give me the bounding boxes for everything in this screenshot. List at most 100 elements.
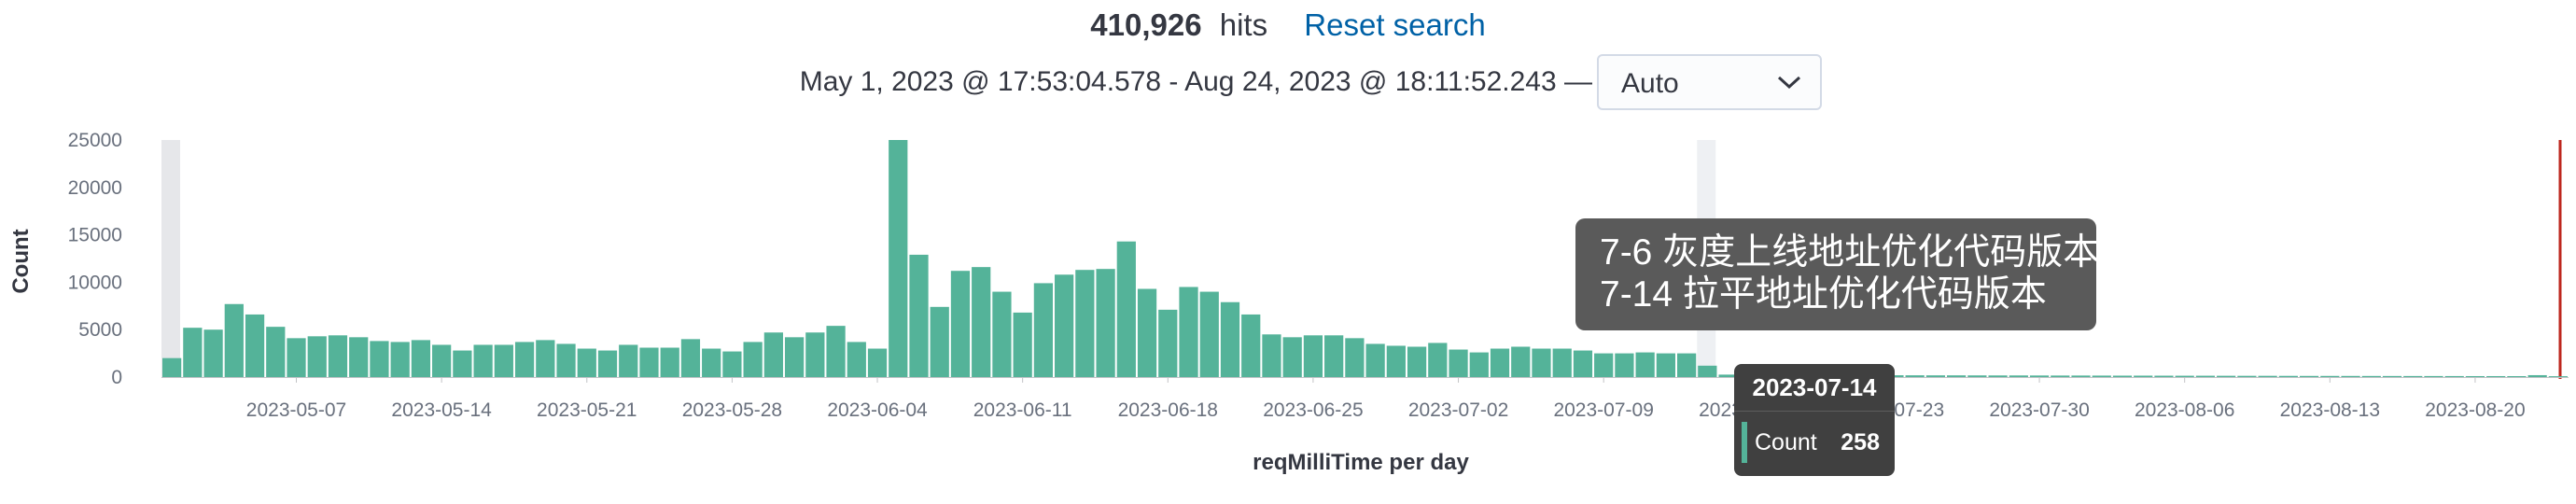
histogram-bar[interactable]: [1014, 313, 1032, 377]
histogram-bar[interactable]: [722, 352, 741, 377]
histogram-bar[interactable]: [2403, 376, 2422, 377]
histogram-bar[interactable]: [1034, 283, 1053, 377]
histogram-bar[interactable]: [2093, 375, 2111, 377]
histogram-bar[interactable]: [1241, 315, 1260, 377]
histogram-bar[interactable]: [183, 328, 202, 377]
histogram-bar[interactable]: [1615, 354, 1633, 377]
histogram-bar[interactable]: [2466, 376, 2485, 377]
histogram-bar[interactable]: [515, 342, 534, 377]
histogram-bar[interactable]: [2279, 376, 2298, 377]
histogram-bar[interactable]: [744, 342, 763, 377]
histogram-bar[interactable]: [1324, 335, 1343, 377]
histogram-bar[interactable]: [1262, 334, 1281, 377]
histogram-bar[interactable]: [2507, 376, 2526, 377]
histogram-bar[interactable]: [1221, 302, 1239, 377]
histogram-bar[interactable]: [1491, 349, 1509, 377]
histogram-bar[interactable]: [2424, 376, 2443, 377]
histogram-bar[interactable]: [1366, 343, 1385, 377]
histogram-bar[interactable]: [1304, 335, 1323, 377]
histogram-bar[interactable]: [1096, 269, 1114, 377]
histogram-bar[interactable]: [868, 349, 887, 377]
histogram-bar[interactable]: [1470, 353, 1489, 377]
histogram-bar[interactable]: [2134, 375, 2152, 377]
histogram-bar[interactable]: [2113, 375, 2132, 377]
histogram-bar[interactable]: [1345, 338, 1364, 377]
histogram-bar[interactable]: [2549, 376, 2568, 377]
histogram-bar[interactable]: [2217, 376, 2235, 377]
histogram-bar[interactable]: [2259, 376, 2277, 377]
histogram-bar[interactable]: [1967, 375, 1986, 377]
histogram-bar[interactable]: [598, 351, 617, 377]
histogram-bar[interactable]: [2009, 375, 2028, 377]
histogram-bar[interactable]: [2445, 376, 2464, 377]
histogram-bar[interactable]: [2486, 376, 2505, 377]
histogram-bar[interactable]: [1179, 287, 1197, 377]
histogram-bar[interactable]: [2051, 375, 2069, 377]
histogram-bar[interactable]: [203, 329, 222, 377]
histogram-bar[interactable]: [1657, 354, 1675, 377]
histogram-bar[interactable]: [639, 348, 658, 377]
histogram-bar[interactable]: [473, 344, 492, 377]
histogram-bar[interactable]: [1594, 354, 1613, 377]
histogram-bar[interactable]: [1677, 354, 1696, 377]
histogram-bar[interactable]: [1988, 375, 2007, 377]
histogram-bar[interactable]: [2320, 376, 2339, 377]
histogram-bar[interactable]: [951, 271, 970, 377]
histogram-bar[interactable]: [391, 342, 410, 377]
histogram-bar[interactable]: [536, 340, 554, 377]
histogram-bar[interactable]: [1574, 351, 1592, 377]
histogram-bar[interactable]: [1428, 343, 1447, 377]
interval-select[interactable]: Auto: [1597, 54, 1822, 110]
histogram-bar[interactable]: [661, 348, 679, 377]
histogram-bar[interactable]: [1698, 366, 1716, 377]
histogram-bar[interactable]: [1117, 242, 1136, 377]
histogram-bar[interactable]: [1055, 274, 1073, 377]
histogram-bar[interactable]: [702, 349, 721, 377]
histogram-bar[interactable]: [1449, 350, 1467, 377]
histogram-bar[interactable]: [1511, 346, 1530, 377]
histogram-bar[interactable]: [1553, 349, 1572, 377]
histogram-bar[interactable]: [266, 327, 285, 377]
histogram-bar[interactable]: [1947, 375, 1966, 377]
histogram-bar[interactable]: [1200, 292, 1219, 377]
histogram-bar[interactable]: [2528, 375, 2547, 377]
histogram-bar[interactable]: [2176, 376, 2194, 377]
histogram-bar[interactable]: [2341, 376, 2359, 377]
histogram-bar[interactable]: [1532, 349, 1550, 377]
histogram-bar[interactable]: [1158, 310, 1177, 377]
histogram-bar[interactable]: [1407, 346, 1426, 377]
histogram-bar[interactable]: [889, 140, 907, 377]
histogram-bar[interactable]: [972, 267, 990, 377]
histogram-bar[interactable]: [556, 343, 575, 377]
histogram-bar[interactable]: [412, 340, 430, 377]
histogram-bar[interactable]: [162, 358, 181, 377]
histogram-bar[interactable]: [1926, 375, 1945, 377]
histogram-bar[interactable]: [1387, 345, 1406, 377]
histogram-bar[interactable]: [370, 341, 388, 377]
histogram-bar[interactable]: [453, 351, 471, 377]
histogram-bar[interactable]: [2030, 375, 2049, 377]
histogram-bar[interactable]: [287, 338, 305, 377]
histogram-bar[interactable]: [992, 292, 1011, 377]
histogram-bar[interactable]: [2196, 376, 2215, 377]
histogram-bar[interactable]: [681, 339, 700, 377]
histogram-bar[interactable]: [2237, 376, 2256, 377]
histogram-bar[interactable]: [931, 307, 949, 377]
histogram-bar[interactable]: [245, 315, 264, 377]
histogram-bar[interactable]: [2362, 376, 2381, 377]
histogram-bar[interactable]: [578, 349, 596, 377]
histogram-bar[interactable]: [826, 326, 845, 377]
histogram-bar[interactable]: [2300, 376, 2318, 377]
histogram-bar[interactable]: [1283, 337, 1302, 377]
histogram-bar[interactable]: [847, 342, 866, 377]
histogram-bar[interactable]: [1075, 270, 1094, 377]
histogram-bar[interactable]: [909, 255, 928, 377]
reset-search-link[interactable]: Reset search: [1304, 7, 1485, 42]
histogram-bar[interactable]: [349, 337, 368, 377]
histogram-bar[interactable]: [1636, 353, 1655, 377]
histogram-bar[interactable]: [764, 332, 783, 377]
histogram-bar[interactable]: [432, 344, 451, 377]
histogram-bar[interactable]: [805, 332, 824, 377]
histogram-bar[interactable]: [2071, 375, 2090, 377]
histogram-bar[interactable]: [329, 335, 347, 377]
